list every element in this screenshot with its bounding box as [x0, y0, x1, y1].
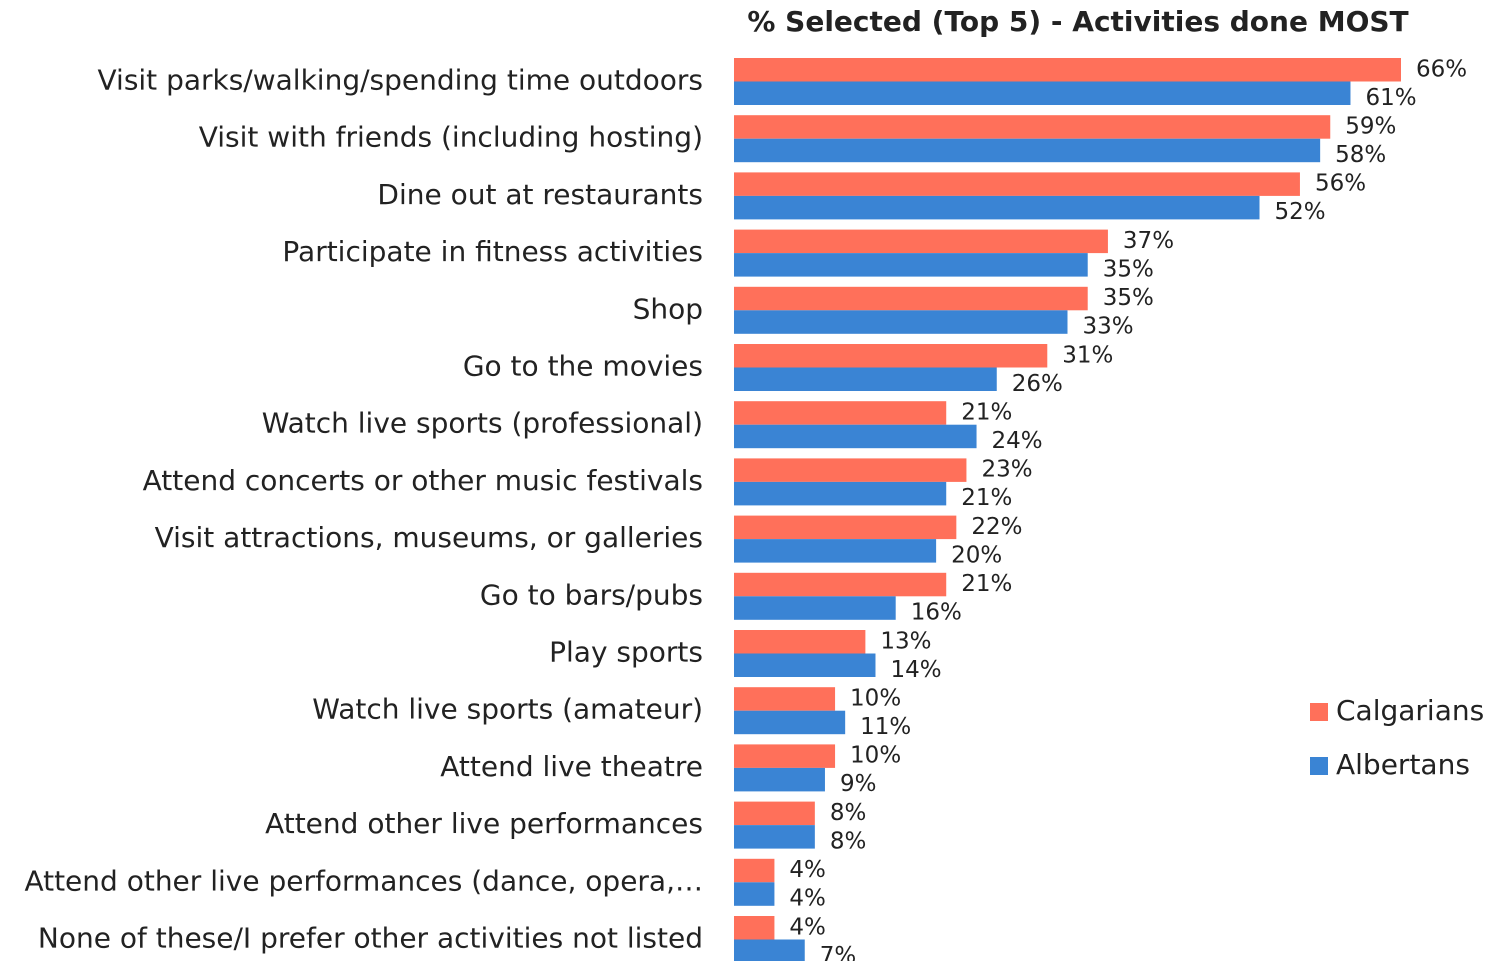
value-label: 20% [951, 542, 1002, 568]
value-label: 31% [1062, 342, 1113, 368]
value-label: 13% [880, 628, 931, 654]
value-label: 10% [850, 743, 901, 769]
bar [734, 286, 1088, 311]
bar [734, 710, 846, 735]
value-label: 23% [981, 457, 1032, 483]
bar [734, 596, 896, 620]
bar [734, 229, 1108, 254]
category-label: Visit with friends (including hosting) [199, 121, 703, 154]
category-label: Attend concerts or other music festivals [143, 464, 703, 497]
bar [734, 744, 836, 768]
bar [734, 515, 957, 540]
value-label: 35% [1103, 256, 1154, 282]
value-label: 4% [789, 886, 826, 912]
bar [734, 138, 1321, 163]
category-label: Attend other live performances (dance, o… [24, 864, 703, 897]
value-label: 24% [992, 428, 1043, 454]
value-label: 14% [890, 657, 941, 683]
category-label: Attend other live performances [265, 807, 703, 840]
category-label: Visit attractions, museums, or galleries [155, 521, 703, 554]
bar [734, 572, 947, 597]
bar [734, 858, 775, 883]
value-label: 59% [1345, 113, 1396, 139]
value-label: 21% [961, 571, 1012, 597]
value-label: 9% [840, 771, 877, 797]
bar [734, 916, 775, 940]
category-label: Go to the movies [463, 350, 703, 383]
chart-title: % Selected (Top 5) - Activities done MOS… [747, 5, 1408, 38]
category-label: None of these/I prefer other activities … [38, 922, 703, 955]
category-label: Attend live theatre [440, 750, 703, 783]
value-label: 7% [820, 943, 857, 961]
legend-swatch [1310, 757, 1328, 775]
legend-swatch [1310, 703, 1328, 721]
category-label: Participate in fitness activities [282, 235, 703, 268]
bar [734, 539, 937, 563]
category-label: Shop [633, 292, 703, 325]
bar [734, 481, 947, 506]
bar [734, 882, 775, 906]
value-label: 22% [971, 514, 1022, 540]
value-label: 8% [830, 800, 867, 826]
bar [734, 344, 1048, 368]
bar [734, 81, 1351, 105]
category-label: Visit parks/walking/spending time outdoo… [98, 64, 704, 97]
category-label: Watch live sports (amateur) [312, 693, 703, 726]
bar [734, 653, 876, 677]
category-label: Watch live sports (professional) [262, 407, 703, 440]
bar [734, 687, 836, 711]
bar [734, 115, 1331, 139]
bar [734, 195, 1260, 220]
value-label: 10% [850, 685, 901, 711]
value-label: 35% [1103, 285, 1154, 311]
value-label: 21% [961, 399, 1012, 425]
bar [734, 767, 825, 792]
bar [734, 401, 947, 425]
bar [734, 58, 1401, 82]
bar [734, 458, 967, 482]
legend-label: Albertans [1336, 748, 1470, 781]
category-label: Dine out at restaurants [377, 178, 703, 211]
value-label: 11% [860, 714, 911, 740]
bar [734, 253, 1088, 277]
value-label: 33% [1083, 314, 1134, 340]
category-label: Go to bars/pubs [480, 578, 703, 611]
bar [734, 310, 1068, 334]
value-label: 66% [1416, 56, 1467, 82]
bar [734, 424, 977, 449]
legend-label: Calgarians [1336, 694, 1484, 727]
bar [734, 825, 815, 849]
value-label: 58% [1335, 142, 1386, 168]
bar [734, 367, 997, 391]
value-label: 52% [1275, 199, 1326, 225]
bar [734, 801, 815, 826]
value-label: 8% [830, 828, 867, 854]
value-label: 61% [1365, 85, 1416, 111]
category-label: Play sports [549, 636, 703, 669]
value-label: 37% [1123, 228, 1174, 254]
value-label: 26% [1012, 371, 1063, 397]
value-label: 21% [961, 485, 1012, 511]
value-label: 56% [1315, 171, 1366, 197]
bar [734, 630, 866, 654]
value-label: 4% [789, 857, 826, 883]
bar [734, 172, 1300, 196]
value-label: 16% [911, 600, 962, 626]
value-label: 4% [789, 914, 826, 940]
bar [734, 939, 805, 961]
